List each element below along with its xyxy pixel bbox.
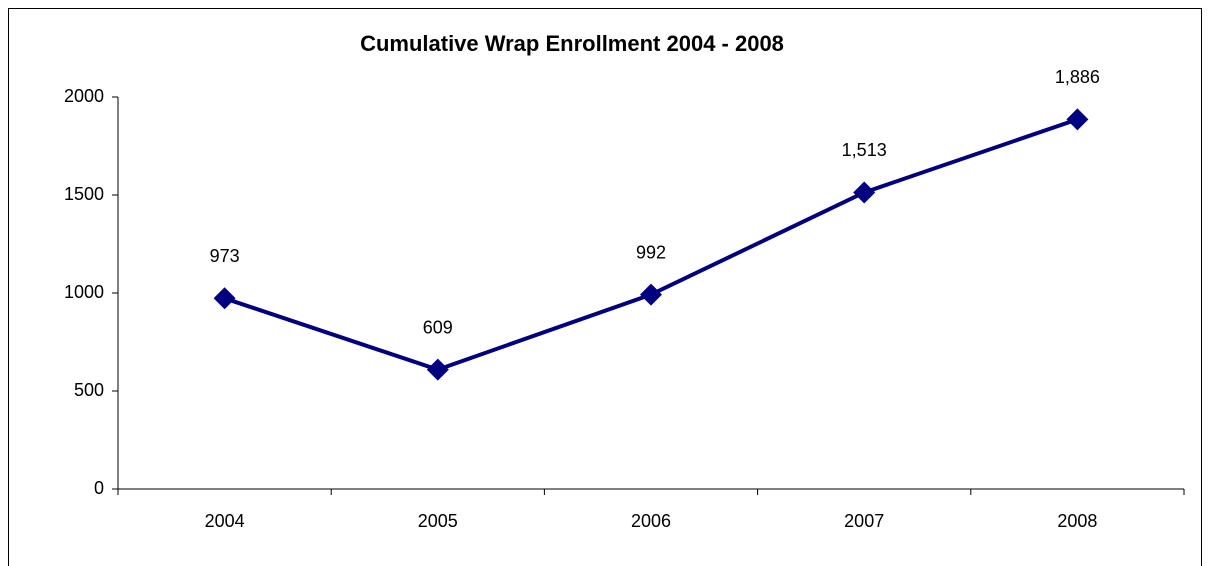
y-tick-label: 500: [74, 380, 104, 400]
data-point: [1066, 108, 1089, 131]
x-tick-label: 2004: [205, 511, 245, 531]
x-tick-label: 2008: [1057, 511, 1097, 531]
y-tick-label: 0: [94, 478, 104, 498]
x-tick-label: 2006: [631, 511, 671, 531]
data-point: [640, 283, 662, 306]
data-point: [853, 181, 876, 204]
data-label: 973: [210, 246, 240, 266]
data-label: 609: [423, 317, 453, 337]
y-tick-label: 1000: [64, 282, 104, 302]
data-point: [213, 287, 236, 310]
y-tick-label: 2000: [64, 86, 104, 106]
x-tick-label: 2005: [418, 511, 458, 531]
data-label: 992: [636, 242, 666, 262]
chart-frame: [8, 8, 1202, 566]
data-point: [426, 358, 449, 381]
data-label: 1,886: [1055, 67, 1100, 87]
y-tick-label: 1500: [64, 184, 104, 204]
data-label: 1,513: [842, 140, 887, 160]
chart-title: Cumulative Wrap Enrollment 2004 - 2008: [360, 31, 784, 56]
x-tick-label: 2007: [844, 511, 884, 531]
